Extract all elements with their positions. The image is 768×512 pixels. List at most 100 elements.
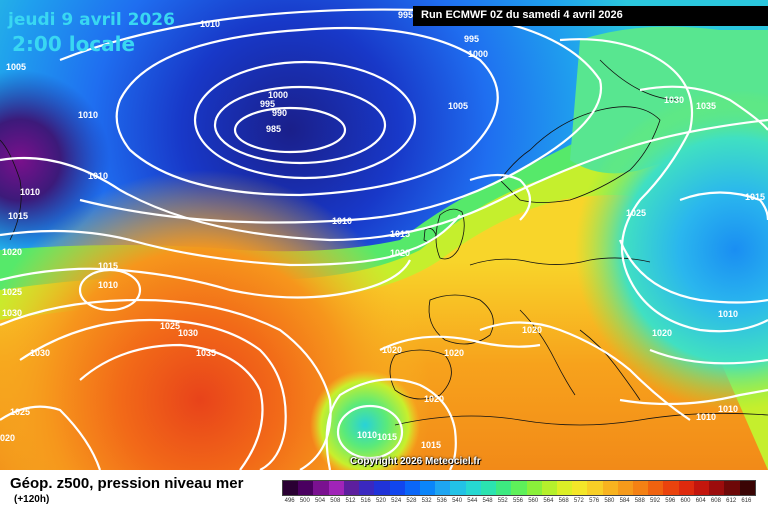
forecast-date: jeudi 9 avril 2026 [8,10,175,30]
isobar-label: 020 [0,433,15,443]
color-scale-cell [572,481,588,495]
color-scale-tick: 592 [650,498,661,504]
color-scale-cell [465,481,481,495]
isobar-label: 1015 [745,192,765,202]
color-scale-cell [419,481,436,495]
color-scale-tick: 612 [726,498,737,504]
isobar-label: 1035 [696,101,716,111]
run-label: Run ECMWF 0Z du samedi 4 avril 2026 [421,9,623,21]
color-scale-cell [648,481,664,495]
isobar-label: 1015 [390,229,410,239]
color-scale-cell [283,481,299,495]
legend-title: Géop. z500, pression niveau mer [10,475,244,492]
color-scale-tick: 564 [543,498,554,504]
color-scale-tick: 604 [695,498,706,504]
color-scale-cell [298,481,314,495]
isobar-label: 1010 [98,280,118,290]
color-scale-tick: 584 [619,498,630,504]
color-scale-tick: 508 [330,498,341,504]
weather-map: 1010 1005 995 995 1000 1000 995 990 985 1005 1010 1… [0,0,768,470]
color-scale-cell [617,481,634,495]
color-scale-cell [450,481,466,495]
isobar-label: 1035 [196,348,216,358]
color-scale-tick: 556 [512,498,524,504]
map-canvas: 1010100599599510001000995990985100510101… [0,0,768,470]
color-scale-tick: 616 [741,498,752,504]
color-scale-cell [328,481,344,495]
isobar-label: 1015 [377,432,397,442]
color-scale-tick: 580 [604,498,615,504]
color-scale-cell [709,481,725,495]
isobar-label: 990 [272,108,287,118]
isobar-label: 1010 [718,309,738,319]
isobar-label: 1025 [2,287,22,297]
color-scale-cell [404,481,420,495]
color-scale-cell [526,481,542,495]
isobar-label: 1005 [6,62,26,72]
color-scale-tick: 576 [589,498,600,504]
isobar-label: 1010 [20,187,40,197]
color-scale-cell [678,481,694,495]
isobar-label: 1000 [468,49,488,59]
color-scale-tick: 512 [345,498,356,504]
color-scale-tick: 600 [680,498,691,504]
color-scale-cell [633,481,649,495]
color-scale-cell [739,481,755,495]
isobar-label: 985 [266,124,281,134]
isobar-label: 1010 [357,430,377,440]
color-scale-cell [663,481,679,495]
isobar-label: 1020 [522,325,542,335]
color-scale-cell [541,481,557,495]
isobar-label: 1030 [2,308,22,318]
isobar-label: 1015 [98,261,118,271]
color-scale-tick: 532 [421,498,432,504]
isobar-label: 1020 [2,247,22,257]
isobar-label: 1025 [10,407,30,417]
isobar-label: 1010 [718,404,738,414]
color-scale-tick: 544 [467,498,478,504]
isobar-label: 995 [260,99,275,109]
color-scale-tick: 528 [406,498,417,504]
isobar-label: 1010 [200,19,220,29]
color-scale-tick: 552 [497,498,508,504]
isobar-label: 1020 [652,328,672,338]
color-scale-tick: 536 [436,498,447,504]
isobar-label: 1030 [30,348,50,358]
color-scale-cell [480,481,497,495]
color-scale-cell [724,481,740,495]
isobar-label: 1010 [88,171,108,181]
color-scale-cell [587,481,603,495]
color-scale-ticks: 496 500 504 508 512 516 520 524 528 532 536 540 544 5… [284,498,760,510]
isobar-label: 1020 [444,348,464,358]
color-scale-cell [343,481,360,495]
run-banner: Run ECMWF 0Z du samedi 4 avril 2026 [413,6,768,26]
copyright: Copyright 2026 Meteociel.fr [350,456,481,467]
isobar-label: 1020 [382,345,402,355]
color-scale-cell [389,481,405,495]
color-scale-cell [496,481,512,495]
isobar-label: 1030 [664,95,684,105]
color-scale-tick: 500 [299,498,310,504]
color-scale-tick: 548 [482,498,493,504]
color-scale-tick: 516 [360,498,371,504]
color-scale-cell [435,481,451,495]
color-scale-tick: 588 [634,498,645,504]
isobar-label: 1015 [421,440,441,450]
color-scale-tick: 596 [665,498,676,504]
color-scale-tick: 572 [573,498,584,504]
color-scale-cell [693,481,710,495]
isobar-label: 995 [464,34,479,44]
color-scale-cell [374,481,390,495]
color-scale-cell [359,481,375,495]
color-scale [282,480,756,496]
color-scale-tick: 520 [375,498,386,504]
isobar-label: 1010 [332,216,352,226]
isobar-label: 995 [398,10,413,20]
color-scale-tick: 496 [284,498,295,504]
isobar-label: 1010 [696,412,716,422]
isobar-label: 1025 [160,321,180,331]
isobar-label: 1005 [448,101,468,111]
forecast-local-time: 2:00 locale [12,32,136,56]
isobar-label: 1025 [626,208,646,218]
isobar-label: 1000 [268,90,288,100]
